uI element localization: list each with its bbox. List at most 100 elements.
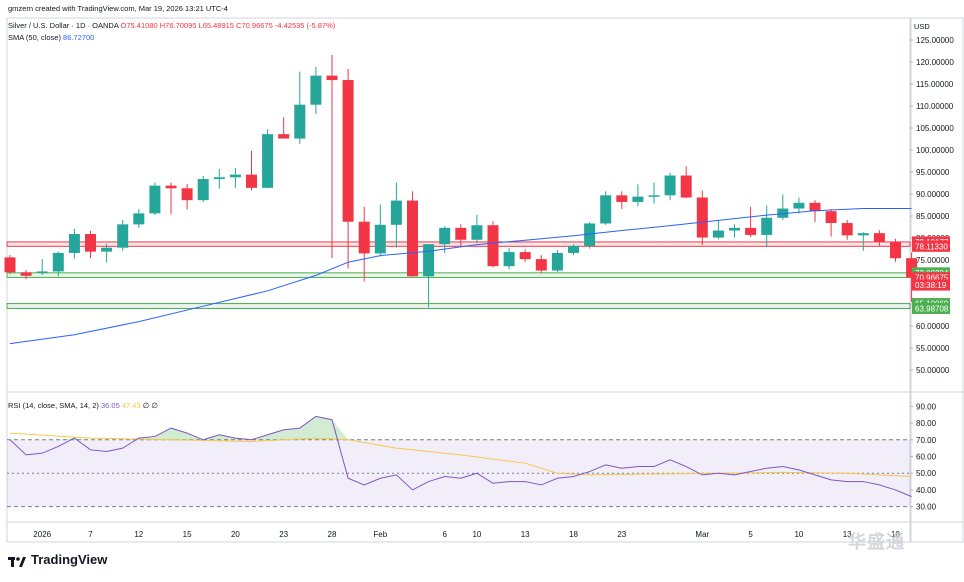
time-tick-label: 2026 bbox=[33, 530, 51, 539]
price-tick-label: 55.00000 bbox=[916, 344, 950, 353]
candle-body bbox=[310, 75, 322, 105]
sma-label: SMA (50, close) bbox=[8, 33, 61, 42]
candle-body bbox=[149, 185, 161, 214]
candle-body bbox=[761, 217, 773, 235]
candle-body bbox=[503, 252, 515, 267]
price-tag-label: 70.96675 bbox=[915, 274, 949, 283]
candle-body bbox=[326, 75, 338, 81]
rsi-extra: ∅ ∅ bbox=[142, 401, 158, 410]
candle-body bbox=[600, 195, 612, 224]
time-tick-label: 5 bbox=[748, 530, 753, 539]
candle-body bbox=[793, 202, 805, 209]
rsi-overbought-fill bbox=[10, 416, 912, 440]
time-tick-label: 13 bbox=[521, 530, 530, 539]
candle-body bbox=[632, 196, 644, 202]
price-tick-label: 115.00000 bbox=[916, 80, 954, 89]
rsi-label: RSI (14, close, SMA, 14, 2) bbox=[8, 401, 99, 410]
candle-body bbox=[809, 202, 821, 212]
candle-body bbox=[841, 223, 853, 236]
rsi-tick-label: 40.00 bbox=[916, 486, 937, 495]
candle-body bbox=[85, 234, 96, 252]
candle-body bbox=[729, 227, 740, 231]
price-tick-label: 90.00000 bbox=[916, 190, 950, 199]
candle-body bbox=[535, 259, 547, 271]
candle-body bbox=[197, 179, 209, 201]
symbol-line[interactable]: Silver / U.S. Dollar · 1D · OANDA O75.41… bbox=[8, 21, 335, 30]
ohlc-values: O75.41080 H76.70095 L65.48915 C70.96675 … bbox=[120, 21, 336, 30]
price-tag-box bbox=[912, 279, 950, 291]
time-tick-label: 7 bbox=[88, 530, 93, 539]
candle-body bbox=[101, 247, 113, 252]
time-tick-label: 6 bbox=[442, 530, 447, 539]
candle-body bbox=[165, 185, 177, 189]
candle-body bbox=[906, 258, 918, 278]
candle-body bbox=[358, 221, 370, 254]
rsi-line bbox=[9, 415, 912, 498]
candle-body bbox=[390, 200, 402, 225]
candle-body bbox=[342, 80, 354, 222]
candle-body bbox=[664, 175, 676, 196]
sma-line bbox=[9, 208, 912, 345]
candle-body bbox=[52, 252, 64, 272]
candle-body bbox=[278, 134, 290, 139]
candle-body bbox=[407, 200, 418, 277]
candle-body bbox=[616, 195, 628, 202]
price-tick-label: 85.00000 bbox=[916, 212, 950, 221]
price-tick-label: 50.00000 bbox=[916, 366, 950, 375]
candle-body bbox=[519, 252, 531, 260]
author-line: gmzern created with TradingView.com, Mar… bbox=[8, 4, 228, 13]
price-tick-label: 60.00000 bbox=[916, 322, 950, 331]
candle-body bbox=[890, 241, 901, 259]
sma-legend[interactable]: SMA (50, close) 86.72700 bbox=[8, 33, 94, 42]
candle-body bbox=[696, 197, 708, 238]
time-tick-label: 18 bbox=[891, 530, 900, 539]
candle-body bbox=[133, 213, 145, 225]
rsi-tick-label: 50.00 bbox=[916, 469, 937, 478]
time-tick-label: Mar bbox=[695, 530, 709, 539]
tradingview-logo-text: TradingView bbox=[31, 552, 108, 567]
price-tick-label: 95.00000 bbox=[916, 168, 950, 177]
price-tag-box bbox=[912, 240, 950, 252]
time-tick-label: 12 bbox=[134, 530, 143, 539]
candle-body bbox=[36, 271, 48, 273]
candle-body bbox=[487, 225, 499, 267]
level-zone-1 bbox=[6, 272, 911, 278]
time-tick-label: 23 bbox=[617, 530, 626, 539]
tradingview-logo-icon bbox=[8, 555, 26, 567]
time-tick-label: 13 bbox=[843, 530, 852, 539]
candle-body bbox=[551, 252, 563, 271]
time-tick-label: 18 bbox=[569, 530, 578, 539]
price-tag-label: 03:38:19 bbox=[915, 281, 947, 290]
price-tag-box bbox=[912, 272, 950, 284]
rsi-tick-label: 60.00 bbox=[916, 453, 937, 462]
level-zone-0 bbox=[6, 241, 911, 247]
level-zone-2 bbox=[6, 303, 911, 309]
tradingview-logo[interactable]: TradingView bbox=[8, 552, 107, 567]
time-tick-label: 10 bbox=[794, 530, 803, 539]
candle-body bbox=[873, 233, 885, 242]
currency-label[interactable]: USD bbox=[914, 22, 930, 31]
candle-body bbox=[857, 233, 869, 236]
rsi-legend[interactable]: RSI (14, close, SMA, 14, 2) 36.05 47.43 … bbox=[8, 401, 158, 410]
candle-body bbox=[294, 104, 306, 139]
candle-body bbox=[213, 177, 225, 180]
sma-value: 86.72700 bbox=[63, 33, 95, 42]
watermark: 华盛通 bbox=[848, 532, 905, 552]
rsi-sma-value: 47.43 bbox=[121, 401, 141, 410]
candle-body bbox=[229, 174, 241, 178]
price-tick-label: 105.00000 bbox=[916, 124, 954, 133]
time-tick-label: 28 bbox=[328, 530, 337, 539]
price-tick-label: 75.00000 bbox=[916, 256, 950, 265]
time-tick-label: 10 bbox=[472, 530, 481, 539]
price-tag-label: 63.98708 bbox=[915, 304, 949, 313]
candle-body bbox=[374, 224, 386, 254]
rsi-tick-label: 30.00 bbox=[916, 503, 937, 512]
candle-body bbox=[648, 195, 660, 197]
rsi-value: 36.05 bbox=[100, 401, 120, 410]
candle-body bbox=[68, 234, 80, 253]
time-tick-label: Feb bbox=[373, 530, 387, 539]
price-tick-label: 125.00000 bbox=[916, 36, 954, 45]
candle-body bbox=[777, 208, 789, 218]
price-tick-label: 110.00000 bbox=[916, 102, 954, 111]
